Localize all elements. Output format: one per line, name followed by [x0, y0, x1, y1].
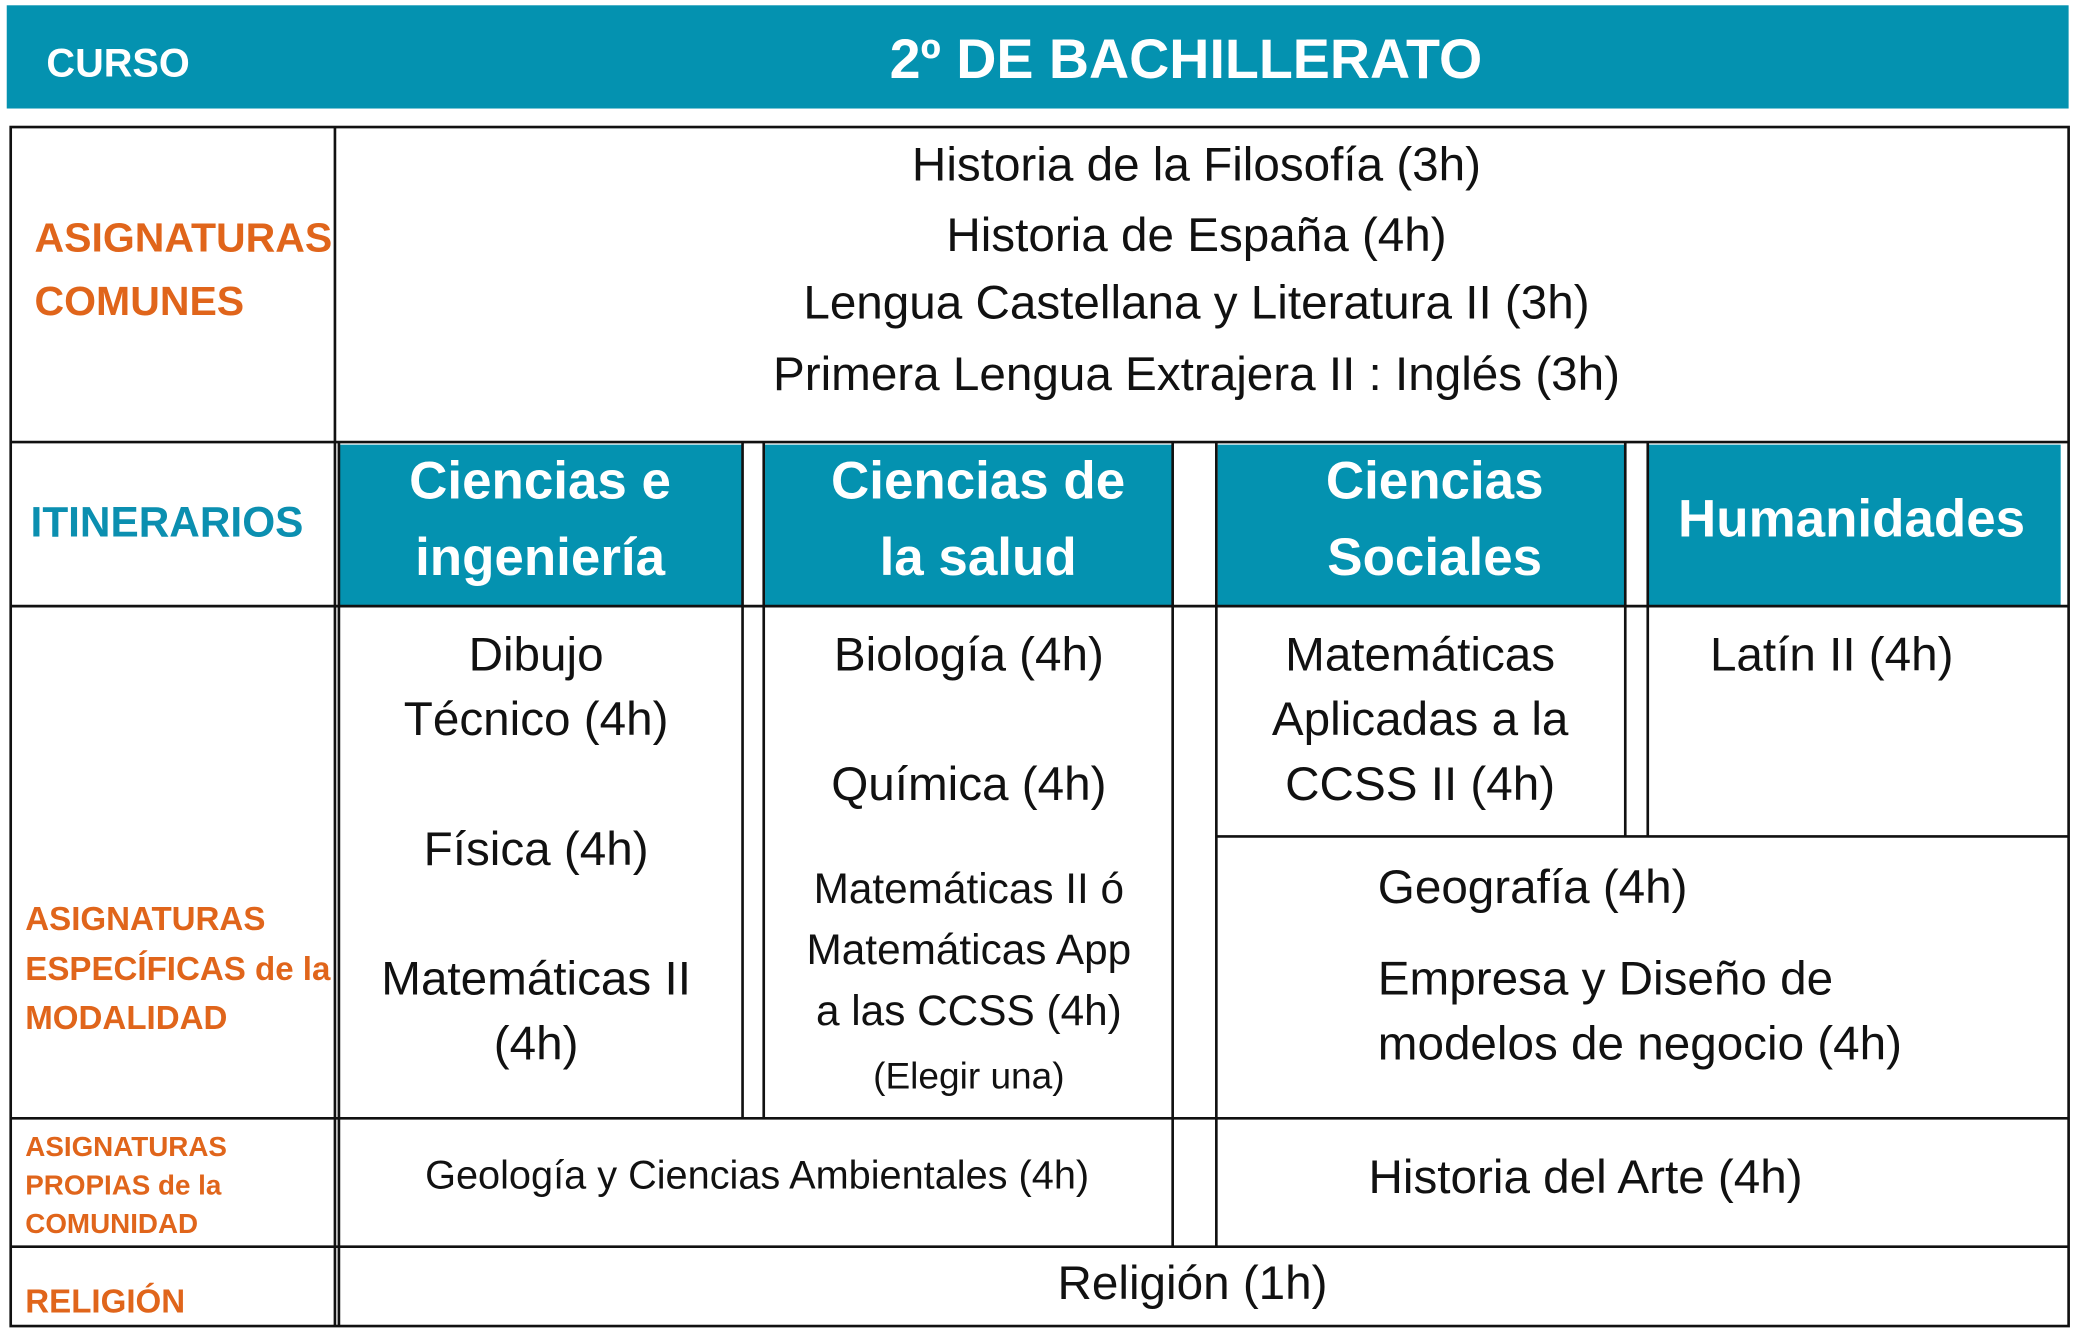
subject: Primera Lengua Extrajera II : Inglés (3h…	[773, 348, 1620, 401]
subject: Geología y Ciencias Ambientales (4h)	[425, 1153, 1089, 1197]
itinerary-header: Ciencias e	[409, 451, 671, 510]
subject: Biología (4h)	[834, 628, 1104, 681]
header-bar	[6, 5, 2069, 109]
subject: (4h)	[494, 1017, 579, 1070]
row-label: PROPIAS de la	[25, 1169, 222, 1200]
itinerary-header: ingeniería	[415, 528, 666, 587]
subject: Lengua Castellana y Literatura II (3h)	[803, 276, 1589, 329]
itinerary-header: Humanidades	[1678, 490, 2025, 549]
course-label: CURSO	[46, 42, 189, 86]
subject: Técnico (4h)	[404, 693, 669, 746]
itinerary-header: Ciencias de	[831, 451, 1125, 510]
itinerary-header: la salud	[880, 528, 1077, 587]
row-label: COMUNIDAD	[25, 1208, 198, 1239]
subject: a las CCSS (4h)	[816, 987, 1122, 1034]
row-label: RELIGIÓN	[25, 1282, 185, 1320]
subject: Química (4h)	[831, 758, 1106, 811]
row-label: MODALIDAD	[25, 1000, 227, 1037]
subject: Geografía (4h)	[1378, 861, 1688, 914]
subject: Matemáticas II ó	[814, 865, 1125, 912]
course-title: 2º DE BACHILLERATO	[890, 28, 1483, 90]
subject: Empresa y Diseño de	[1378, 953, 1833, 1006]
row-label: ASIGNATURAS	[25, 1131, 227, 1162]
row-label: ASIGNATURAS	[35, 215, 333, 261]
row-label: ITINERARIOS	[31, 499, 304, 546]
itinerary-header: Ciencias	[1326, 451, 1544, 510]
row-label: ESPECÍFICAS de la	[25, 950, 331, 988]
table-frame	[9, 125, 2070, 1328]
subject: Latín II (4h)	[1710, 628, 1954, 681]
subject: Historia del Arte (4h)	[1369, 1151, 1803, 1204]
subject: modelos de negocio (4h)	[1378, 1017, 1902, 1070]
subject: Física (4h)	[424, 823, 649, 876]
subject: Matemáticas	[1285, 628, 1555, 681]
subject: Matemáticas App	[807, 926, 1132, 973]
subject: CCSS II (4h)	[1285, 758, 1555, 811]
row-label: COMUNES	[35, 278, 245, 324]
subject: Religión (1h)	[1058, 1257, 1328, 1310]
subject: (Elegir una)	[873, 1054, 1065, 1096]
subject: Matemáticas II	[381, 953, 691, 1006]
subject: Historia de la Filosofía (3h)	[912, 139, 1481, 192]
subject: Aplicadas a la	[1272, 693, 1569, 746]
subject: Dibujo	[469, 628, 604, 681]
row-label: ASIGNATURAS	[25, 901, 265, 938]
itinerary-header: Sociales	[1327, 528, 1542, 587]
subject: Historia de España (4h)	[946, 209, 1446, 262]
